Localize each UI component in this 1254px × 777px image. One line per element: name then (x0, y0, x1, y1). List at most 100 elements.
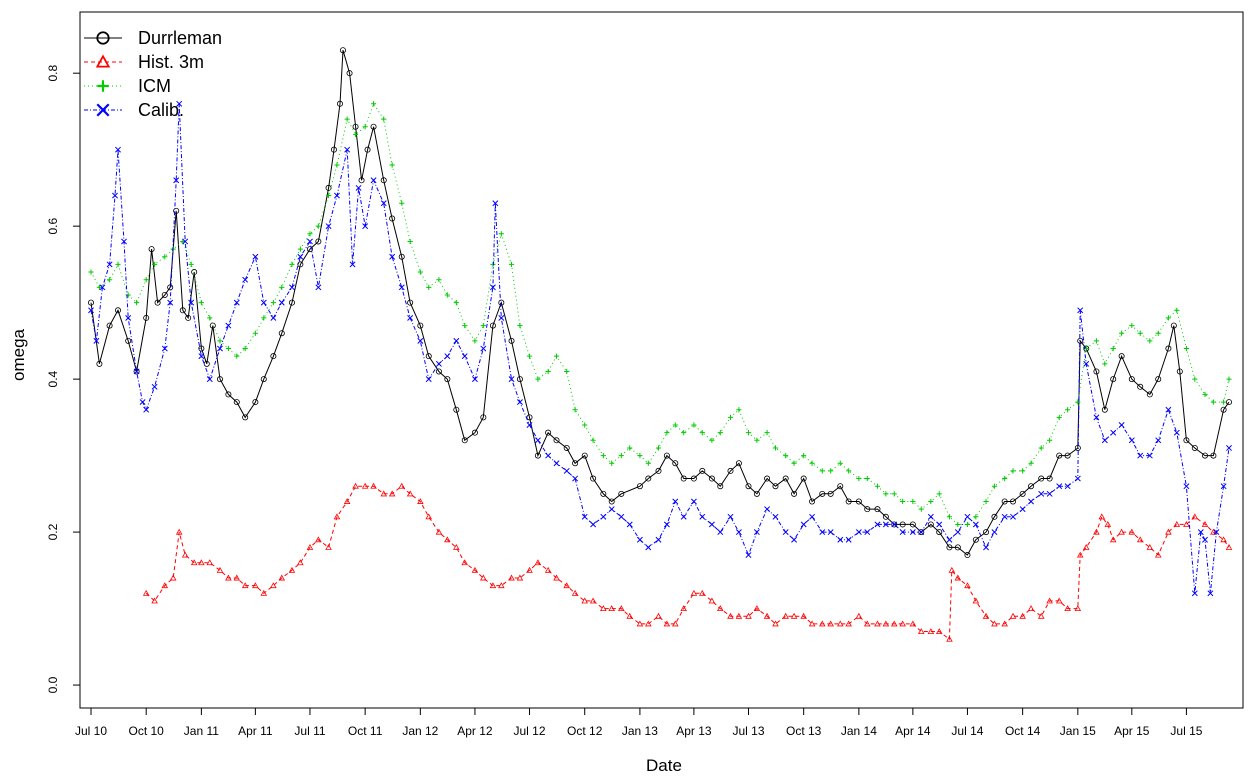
data-point (753, 605, 761, 612)
series-line (90, 103, 1230, 594)
data-point (827, 620, 834, 627)
data-point (699, 467, 706, 474)
data-point (864, 506, 871, 513)
legend-marker-shape (96, 31, 110, 45)
data-point (173, 207, 180, 214)
data-point (1226, 399, 1233, 406)
data-point (545, 368, 551, 375)
data-point (600, 513, 607, 520)
data-point (125, 337, 132, 344)
data-point (1010, 498, 1017, 505)
data-point (717, 483, 724, 490)
data-point (874, 506, 881, 513)
data-point (370, 101, 377, 107)
data-point (745, 483, 752, 490)
data-point (190, 559, 198, 566)
data-point (882, 620, 890, 627)
data-point (380, 177, 387, 184)
data-point (973, 514, 979, 520)
data-point (99, 284, 106, 291)
data-point (1207, 590, 1214, 597)
data-point (471, 429, 478, 436)
data-point (185, 314, 192, 321)
data-point (306, 246, 313, 253)
data-point (139, 399, 146, 406)
data-point (855, 612, 863, 619)
data-point (1210, 528, 1217, 535)
data-point (1118, 422, 1125, 428)
data-point (600, 453, 606, 459)
data-point (690, 589, 698, 596)
data-point (125, 314, 132, 321)
data-point (1165, 406, 1172, 413)
data-point (142, 589, 150, 596)
data-point (983, 498, 989, 505)
data-point (143, 277, 149, 283)
data-point (791, 536, 798, 543)
data-point (435, 360, 442, 367)
data-point (297, 246, 303, 252)
data-point (899, 529, 906, 536)
data-point (1165, 315, 1172, 321)
data-point (151, 383, 158, 390)
data-point (167, 284, 174, 291)
data-point (407, 238, 413, 245)
data-point (708, 521, 715, 528)
data-point (782, 529, 789, 536)
data-point (96, 360, 103, 367)
data-point (699, 430, 705, 436)
data-point (827, 490, 834, 497)
data-point (819, 490, 826, 497)
data-point (572, 407, 578, 413)
data-point (1101, 437, 1108, 444)
data-point (663, 452, 670, 459)
data-point (453, 337, 460, 344)
data-point (809, 513, 816, 520)
data-point (1173, 521, 1181, 527)
data-point (508, 574, 515, 581)
data-point (203, 360, 210, 367)
data-point (664, 430, 670, 436)
data-point (444, 536, 451, 543)
data-point (217, 338, 223, 344)
data-point (764, 475, 771, 482)
data-point (645, 460, 651, 466)
y-axis-label: omega (9, 328, 28, 381)
data-point (333, 513, 341, 520)
data-point (407, 314, 414, 321)
data-point (582, 422, 588, 428)
data-point (991, 513, 998, 520)
data-point (406, 490, 414, 497)
data-point (917, 628, 925, 634)
data-point (398, 482, 406, 489)
data-point (954, 544, 961, 551)
legend-marker-shape (97, 80, 109, 92)
data-point (1055, 597, 1063, 604)
x-axis: Jul 10 Oct 10 Jan 11 Apr 11 Jul 11 Oct 11 Jan … (75, 707, 1203, 738)
data-point (1028, 498, 1034, 505)
data-point (93, 337, 100, 344)
data-point (355, 184, 362, 191)
legend-marker-shape (95, 54, 111, 68)
data-point (918, 529, 925, 536)
data-point (972, 536, 979, 543)
data-point (425, 513, 433, 520)
data-point (1202, 452, 1209, 459)
data-point (891, 521, 898, 528)
data-point (1147, 338, 1153, 344)
data-point (198, 300, 204, 306)
data-point (589, 597, 597, 604)
data-point (655, 536, 662, 543)
data-point (498, 299, 505, 306)
data-point (260, 299, 267, 306)
data-point (1046, 490, 1053, 497)
data-point (260, 589, 268, 596)
data-point (207, 315, 213, 321)
data-point (745, 430, 752, 436)
data-point (655, 445, 662, 451)
data-point (336, 100, 343, 107)
data-point (1129, 322, 1135, 329)
data-point (1009, 612, 1017, 619)
data-point (1136, 536, 1144, 543)
